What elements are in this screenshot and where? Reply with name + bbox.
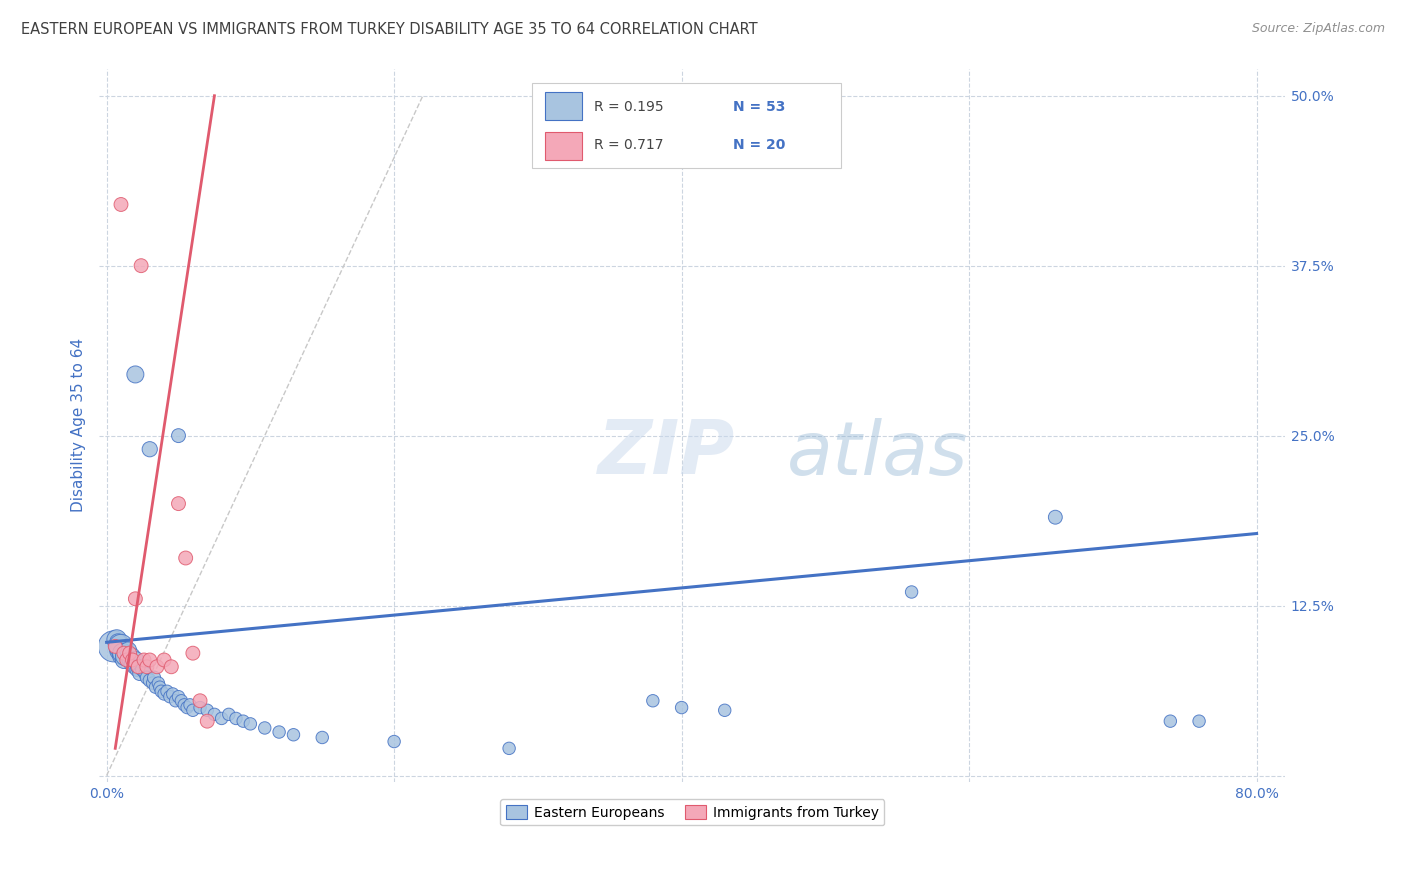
Point [179,698,201,712]
Point [713,703,735,717]
Point [218,707,240,722]
Point [188,694,211,708]
Point [127,660,149,674]
Point [105,632,128,647]
Point [165,694,187,708]
Text: EASTERN EUROPEAN VS IMMIGRANTS FROM TURKEY DISABILITY AGE 35 TO 64 CORRELATION C: EASTERN EUROPEAN VS IMMIGRANTS FROM TURK… [21,22,758,37]
Point [135,660,157,674]
Point [176,700,198,714]
Point [153,687,176,701]
Point [498,741,520,756]
Point [128,666,150,681]
Point [1045,510,1067,524]
Point [124,591,146,606]
Point [107,635,129,649]
Point [232,714,254,728]
Point [173,698,195,712]
Point [121,648,143,663]
Text: ZIP: ZIP [598,417,735,491]
Point [311,731,333,745]
Point [104,640,127,654]
Point [112,653,135,667]
Point [139,442,162,457]
Point [174,551,197,566]
Point [131,663,153,677]
Point [132,653,155,667]
Point [115,653,138,667]
Text: Source: ZipAtlas.com: Source: ZipAtlas.com [1251,22,1385,36]
Point [111,646,134,660]
Point [156,684,179,698]
Legend: Eastern Europeans, Immigrants from Turkey: Eastern Europeans, Immigrants from Turke… [501,799,884,825]
Point [127,660,149,674]
Point [1188,714,1211,728]
Point [122,660,145,674]
Point [170,694,193,708]
Point [641,694,664,708]
Point [146,660,169,674]
Point [118,646,141,660]
Point [188,700,211,714]
Point [112,646,135,660]
Point [118,653,141,667]
Point [225,711,247,725]
Point [143,671,166,685]
Point [382,734,405,748]
Point [283,728,305,742]
Point [110,640,132,654]
Point [145,680,167,694]
Point [159,690,181,704]
Point [125,663,148,677]
Point [204,707,226,722]
Point [253,721,276,735]
Point [150,684,173,698]
Point [181,703,204,717]
Point [195,703,218,717]
Point [120,657,142,671]
Point [195,714,218,728]
Point [103,640,125,654]
Point [162,687,184,701]
Point [134,666,156,681]
Point [211,711,233,725]
Point [124,368,146,382]
Point [239,717,262,731]
Point [129,259,152,273]
Point [181,646,204,660]
Point [153,653,176,667]
Point [121,653,143,667]
Point [117,643,139,657]
Point [149,680,172,694]
Point [108,643,131,657]
Point [139,653,162,667]
Point [110,648,132,663]
Point [269,725,291,739]
Point [160,660,183,674]
Point [148,676,170,690]
Point [142,676,165,690]
Point [135,671,157,685]
Y-axis label: Disability Age 35 to 64: Disability Age 35 to 64 [72,338,86,513]
Point [167,690,190,704]
Point [139,673,162,688]
Point [167,428,190,442]
Text: atlas: atlas [787,418,969,490]
Point [1159,714,1181,728]
Point [110,197,132,211]
Point [124,653,146,667]
Point [900,585,922,599]
Point [167,497,190,511]
Point [114,648,136,663]
Point [671,700,693,714]
